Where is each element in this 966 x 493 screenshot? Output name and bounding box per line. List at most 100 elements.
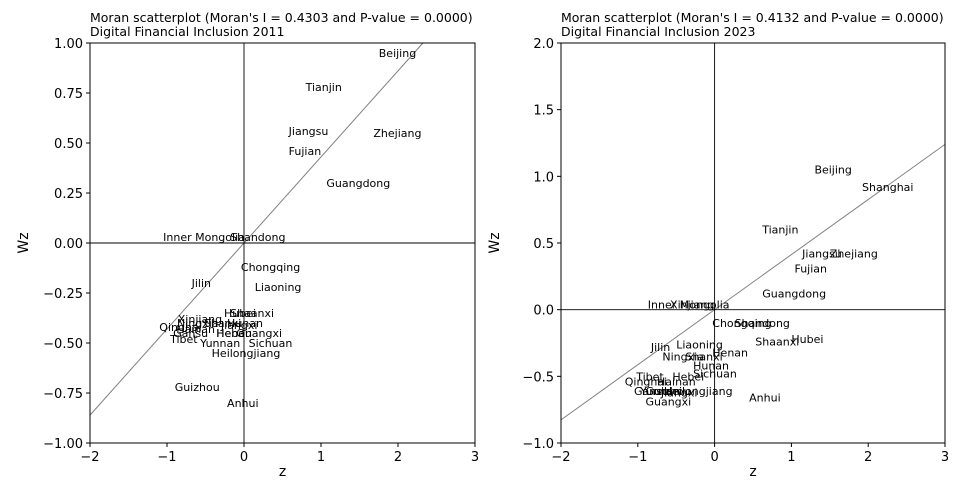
panel-2023: Moran scatterplot (Moran's I = 0.4132 an… bbox=[487, 10, 949, 480]
point-label-shaanxi: Shaanxi bbox=[755, 336, 799, 349]
x-axis-label: z bbox=[279, 464, 286, 480]
point-label-qinghai: Qinghai bbox=[159, 321, 201, 334]
point-label-liaoning: Liaoning bbox=[676, 338, 723, 351]
x-tick-label: 0 bbox=[240, 450, 248, 465]
point-label-inner-mongolia: Inner Mongolia bbox=[648, 298, 730, 311]
x-tick-label: 2 bbox=[394, 450, 402, 465]
point-label-shaanxi: Shaanxi bbox=[230, 307, 274, 320]
x-tick-label: −1 bbox=[628, 450, 647, 465]
point-label-jilin: Jilin bbox=[650, 341, 670, 354]
y-axis-label: Wz bbox=[487, 232, 503, 253]
x-tick-label: 1 bbox=[317, 450, 325, 465]
point-label-hubei: Hubei bbox=[791, 333, 823, 346]
point-label-chongqing: Chongqing bbox=[712, 317, 771, 330]
y-tick-label: 0.25 bbox=[54, 187, 83, 202]
x-tick-label: 1 bbox=[787, 450, 795, 465]
point-label-jilin: Jilin bbox=[191, 277, 211, 290]
point-label-tibet: Tibet bbox=[169, 333, 198, 346]
point-label-gansu: Gansu bbox=[634, 385, 669, 398]
point-label-anhui: Anhui bbox=[227, 397, 259, 410]
panel-2011: Moran scatterplot (Moran's I = 0.4303 an… bbox=[16, 10, 479, 480]
x-tick-label: 3 bbox=[941, 450, 949, 465]
y-tick-label: 0.00 bbox=[54, 237, 83, 252]
point-label-hubei: Hubei bbox=[224, 307, 256, 320]
y-tick-label: −1.00 bbox=[43, 437, 83, 452]
point-label-zhejiang: Zhejiang bbox=[830, 248, 878, 261]
x-tick-label: −1 bbox=[157, 450, 176, 465]
y-axis-label: Wz bbox=[16, 232, 32, 253]
x-tick-label: −2 bbox=[80, 450, 99, 465]
point-label-fujian: Fujian bbox=[794, 262, 827, 275]
point-label-hunan: Hunan bbox=[227, 317, 263, 330]
point-label-guangdong: Guangdong bbox=[326, 177, 390, 190]
x-tick-label: −2 bbox=[551, 450, 570, 465]
y-tick-label: 1.5 bbox=[533, 104, 554, 119]
x-tick-label: 2 bbox=[864, 450, 872, 465]
point-label-shanxi: Shanxi bbox=[685, 350, 722, 363]
chart-subtitle: Digital Financial Inclusion 2023 bbox=[561, 24, 755, 39]
y-tick-label: 2.0 bbox=[533, 37, 554, 52]
point-label-beijing: Beijing bbox=[814, 164, 851, 177]
point-label-hunan: Hunan bbox=[693, 360, 729, 373]
point-label-jiangsu: Jiangsu bbox=[288, 125, 329, 138]
point-label-hebei: Hebei bbox=[672, 370, 704, 383]
chart-title: Moran scatterplot (Moran's I = 0.4132 an… bbox=[561, 10, 944, 25]
y-tick-label: 0.5 bbox=[533, 237, 554, 252]
y-tick-label: −0.5 bbox=[522, 370, 554, 385]
point-label-sichuan: Sichuan bbox=[249, 337, 293, 350]
y-tick-label: −0.25 bbox=[43, 287, 83, 302]
point-label-henan: Henan bbox=[216, 327, 252, 340]
point-label-heilongjiang: Heilongjiang bbox=[212, 347, 281, 360]
y-tick-label: 0.50 bbox=[54, 137, 83, 152]
point-label-hainan: Hainan bbox=[176, 323, 215, 336]
y-tick-label: −1.0 bbox=[522, 437, 554, 452]
point-label-shandong: Shandong bbox=[735, 317, 790, 330]
regression-line bbox=[560, 143, 946, 421]
point-label-tianjin: Tianjin bbox=[761, 224, 798, 237]
point-label-guangxi: Guangxi bbox=[236, 327, 282, 340]
y-tick-label: 1.0 bbox=[533, 170, 554, 185]
point-label-shanxi: Shanxi bbox=[204, 317, 241, 330]
point-label-inner-mongolia: Inner Mongolia bbox=[163, 231, 245, 244]
x-tick-label: 0 bbox=[710, 450, 718, 465]
x-tick-label: 3 bbox=[471, 450, 479, 465]
point-label-beijing: Beijing bbox=[379, 47, 416, 60]
point-label-guizhou: Guizhou bbox=[645, 385, 690, 398]
point-label-heilongjiang: Heilongjiang bbox=[664, 385, 733, 398]
y-tick-label: 0.75 bbox=[54, 87, 83, 102]
point-label-jiangsu: Jiangsu bbox=[801, 248, 842, 261]
point-label-henan: Henan bbox=[712, 346, 748, 359]
point-label-ningxia: Ningxia bbox=[177, 317, 219, 330]
point-label-liaoning: Liaoning bbox=[255, 281, 302, 294]
point-label-hebei: Hebei bbox=[216, 327, 248, 340]
chart-subtitle: Digital Financial Inclusion 2011 bbox=[90, 24, 284, 39]
point-label-xinjiang: Xinjiang bbox=[178, 313, 222, 326]
point-label-hainan: Hainan bbox=[657, 376, 696, 389]
point-label-chongqing: Chongqing bbox=[241, 261, 300, 274]
point-label-yunnan: Yunnan bbox=[199, 337, 240, 350]
plot-frame bbox=[560, 42, 946, 444]
point-label-zhejiang: Zhejiang bbox=[373, 127, 421, 140]
y-tick-label: −0.50 bbox=[43, 337, 83, 352]
point-label-guangdong: Guangdong bbox=[762, 288, 826, 301]
point-label-yunnan: Yunnan bbox=[639, 385, 680, 398]
point-label-anhui: Anhui bbox=[749, 392, 781, 405]
point-label-qinghai: Qinghai bbox=[625, 376, 667, 389]
point-label-shanghai: Shanghai bbox=[862, 181, 913, 194]
x-axis-label: z bbox=[749, 464, 756, 480]
point-label-fujian: Fujian bbox=[289, 145, 322, 158]
regression-line bbox=[89, 42, 424, 416]
point-label-gansu: Gansu bbox=[173, 327, 208, 340]
point-label-tianjin: Tianjin bbox=[305, 81, 342, 94]
point-label-tibet: Tibet bbox=[635, 370, 664, 383]
point-label-sichuan: Sichuan bbox=[693, 368, 737, 381]
point-label-guangxi: Guangxi bbox=[645, 396, 691, 409]
point-label-ningxia: Ningxia bbox=[662, 350, 704, 363]
point-label-jiangxi: Jiangxi bbox=[220, 319, 258, 332]
point-label-guizhou: Guizhou bbox=[175, 381, 220, 394]
point-label-shandong: Shandong bbox=[230, 231, 285, 244]
chart-title: Moran scatterplot (Moran's I = 0.4303 an… bbox=[90, 10, 473, 25]
y-tick-label: −0.75 bbox=[43, 387, 83, 402]
point-label-xinjiang: Xinjiang bbox=[670, 298, 714, 311]
